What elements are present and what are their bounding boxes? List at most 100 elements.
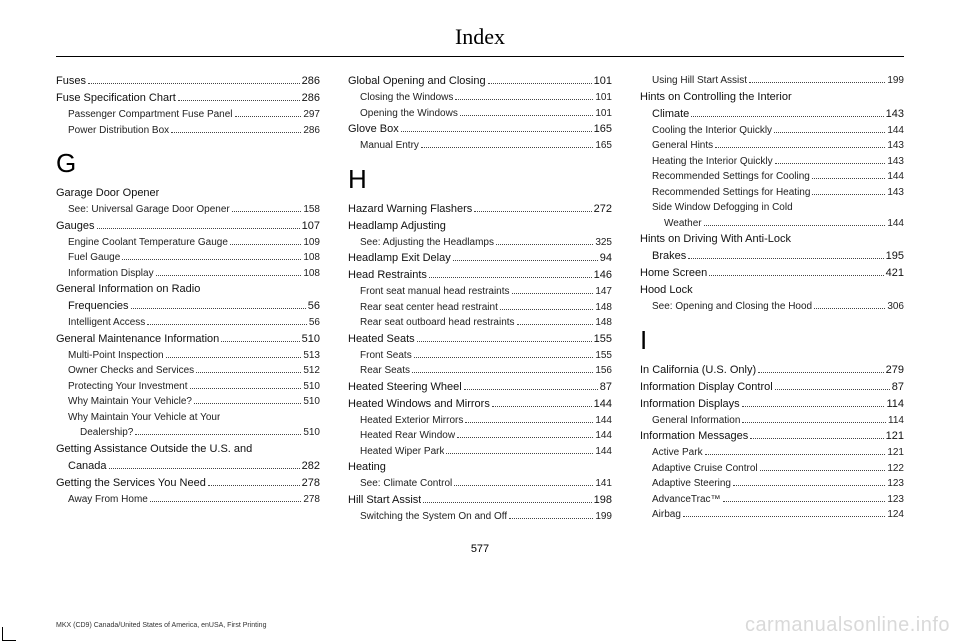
entry-page: 122 <box>887 461 904 477</box>
index-entry: Heated Windows and Mirrors144 <box>348 396 612 413</box>
entry-page: 143 <box>887 154 904 170</box>
entry-label: Protecting Your Investment <box>68 379 188 395</box>
index-subentry: See: Opening and Closing the Hood306 <box>640 299 904 315</box>
entry-label: Rear seat center head restraint <box>360 300 498 316</box>
entry-label: Heated Exterior Mirrors <box>360 413 463 429</box>
index-entry: Heating <box>348 459 612 476</box>
leader-dots <box>97 228 300 229</box>
index-subentry: Heated Exterior Mirrors144 <box>348 413 612 429</box>
index-entry: Hazard Warning Flashers272 <box>348 201 612 218</box>
leader-dots <box>235 116 302 117</box>
entry-label: Power Distribution Box <box>68 123 169 139</box>
index-subentry: See: Climate Control141 <box>348 476 612 492</box>
leader-dots <box>758 372 883 373</box>
index-subentry: Information Display108 <box>56 266 320 282</box>
entry-label: Frequencies <box>68 298 129 315</box>
entry-label: Cooling the Interior Quickly <box>652 123 772 139</box>
index-subentry: Manual Entry165 <box>348 138 612 154</box>
entry-page: 165 <box>595 138 612 154</box>
entry-label: General Hints <box>652 138 713 154</box>
column-2: Global Opening and Closing101Closing the… <box>348 73 612 525</box>
leader-dots <box>414 357 594 358</box>
entry-label: Brakes <box>652 248 686 265</box>
entry-label: Rear seat outboard head restraints <box>360 315 515 331</box>
entry-label: Front Seats <box>360 348 412 364</box>
index-subentry: Why Maintain Your Vehicle?510 <box>56 394 320 410</box>
index-entry: Brakes 195 <box>640 248 904 265</box>
index-subentry: Fuel Gauge108 <box>56 250 320 266</box>
leader-dots <box>496 244 593 245</box>
entry-page: 123 <box>887 492 904 508</box>
entry-label: Fuel Gauge <box>68 250 120 266</box>
leader-dots <box>715 147 885 148</box>
index-subentry: Heated Rear Window144 <box>348 428 612 444</box>
entry-page: 56 <box>308 298 320 315</box>
index-subentry: Cooling the Interior Quickly144 <box>640 123 904 139</box>
leader-dots <box>460 115 593 116</box>
entry-label: Fuse Specification Chart <box>56 90 176 107</box>
entry-page: 144 <box>595 444 612 460</box>
entry-label: Hood Lock <box>640 282 693 299</box>
entry-label: Rear Seats <box>360 363 410 379</box>
column-1: Fuses286Fuse Specification Chart286Passe… <box>56 73 320 525</box>
index-subentry: General Information114 <box>640 413 904 429</box>
leader-dots <box>464 389 598 390</box>
entry-page: 147 <box>595 284 612 300</box>
entry-page: 195 <box>886 248 904 265</box>
entry-page: 510 <box>303 425 320 441</box>
entry-label: General Information on Radio <box>56 281 200 298</box>
entry-label: In California (U.S. Only) <box>640 362 756 379</box>
index-subentry: Multi-Point Inspection513 <box>56 348 320 364</box>
leader-dots <box>517 324 594 325</box>
index-subentry: Adaptive Cruise Control122 <box>640 461 904 477</box>
entry-page: 155 <box>595 348 612 364</box>
title-rule <box>56 56 904 57</box>
entry-label: See: Opening and Closing the Hood <box>652 299 812 315</box>
entry-label: Hazard Warning Flashers <box>348 201 472 218</box>
leader-dots <box>812 178 885 179</box>
entry-page: 107 <box>302 218 320 235</box>
crop-mark <box>2 627 16 641</box>
index-entry: Heated Steering Wheel87 <box>348 379 612 396</box>
entry-page: 282 <box>302 458 320 475</box>
entry-label: Multi-Point Inspection <box>68 348 164 364</box>
entry-page: 141 <box>595 476 612 492</box>
entry-label: See: Adjusting the Headlamps <box>360 235 494 251</box>
leader-dots <box>131 308 306 309</box>
entry-label: Global Opening and Closing <box>348 73 486 90</box>
index-entry: Information Display Control87 <box>640 379 904 396</box>
entry-label: Hints on Driving With Anti-Lock <box>640 231 791 248</box>
leader-dots <box>742 406 885 407</box>
entry-page: 121 <box>887 445 904 461</box>
entry-label: Head Restraints <box>348 267 427 284</box>
index-entry: Hints on Driving With Anti-Lock <box>640 231 904 248</box>
index-subentry: Opening the Windows101 <box>348 106 612 122</box>
entry-page: 87 <box>892 379 904 396</box>
index-entry: General Information on Radio <box>56 281 320 298</box>
index-entry: Getting the Services You Need278 <box>56 475 320 492</box>
entry-label: Information Display <box>68 266 154 282</box>
entry-label: Heated Seats <box>348 331 415 348</box>
entry-page: 199 <box>595 509 612 525</box>
entry-label: Heating the Interior Quickly <box>652 154 773 170</box>
leader-dots <box>709 275 883 276</box>
entry-label: Why Maintain Your Vehicle at Your <box>68 410 220 426</box>
leader-dots <box>760 470 886 471</box>
section-letter: G <box>56 148 320 179</box>
entry-page: 123 <box>887 476 904 492</box>
entry-label: Closing the Windows <box>360 90 453 106</box>
entry-label: Information Messages <box>640 428 748 445</box>
index-subentry: Side Window Defogging in Cold <box>640 200 904 216</box>
leader-dots <box>814 308 885 309</box>
entry-page: 279 <box>886 362 904 379</box>
entry-label: Away From Home <box>68 492 148 508</box>
entry-label: Information Displays <box>640 396 740 413</box>
index-subentry: Recommended Settings for Heating143 <box>640 185 904 201</box>
leader-dots <box>421 147 593 148</box>
section-letter: H <box>348 164 612 195</box>
leader-dots <box>454 485 593 486</box>
entry-page: 109 <box>303 235 320 251</box>
leader-dots <box>178 100 300 101</box>
leader-dots <box>465 422 593 423</box>
leader-dots <box>166 357 302 358</box>
